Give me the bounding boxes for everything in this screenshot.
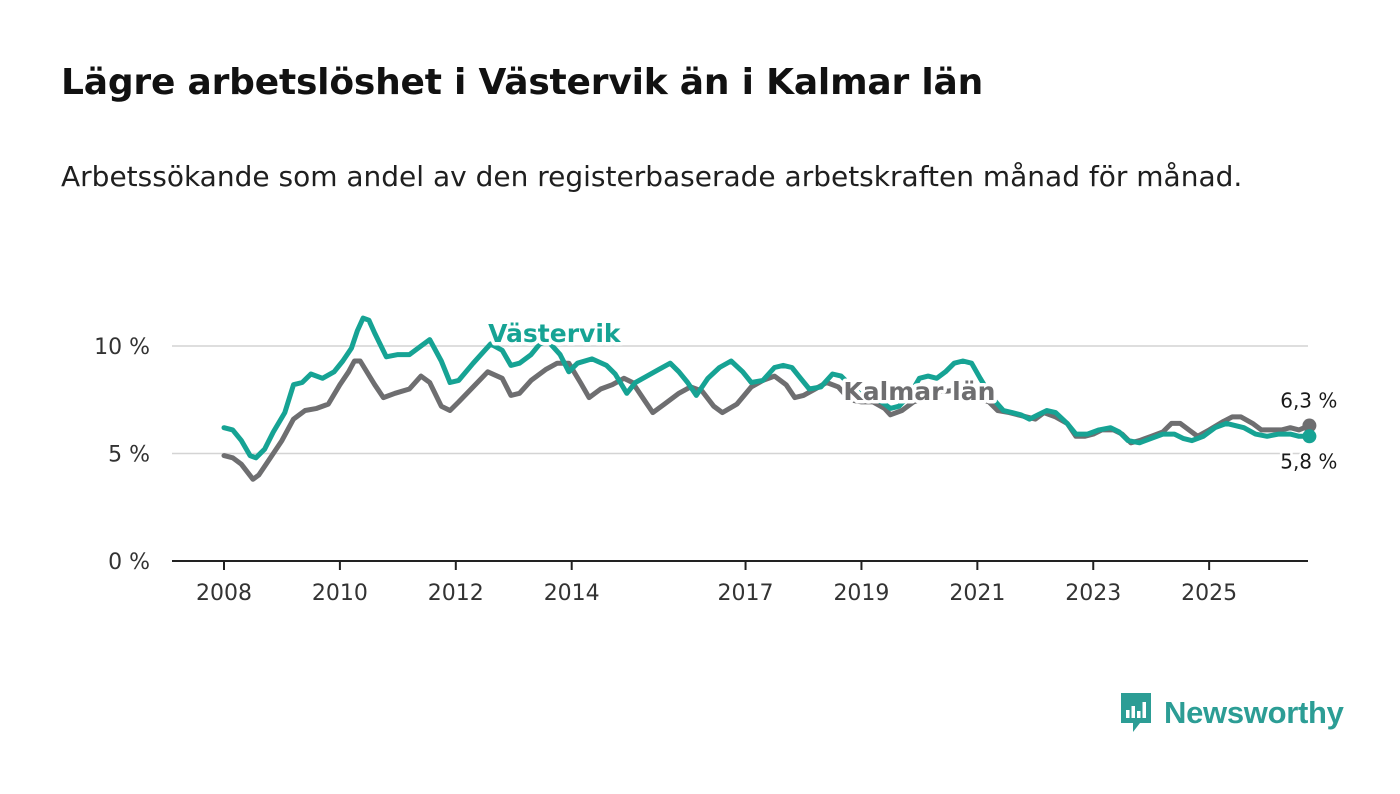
y-tick-label: 5 % — [108, 443, 150, 468]
y-tick-label: 0 % — [108, 550, 150, 575]
x-tick-label: 2014 — [544, 581, 600, 606]
end-value-label: 5,8 % — [1280, 449, 1337, 473]
newsworthy-logo[interactable]: Newsworthy — [1118, 690, 1344, 736]
x-tick-label: 2019 — [833, 581, 889, 606]
series-labels: Västervik Kalmar län 6,3 % 5,8 % — [485, 316, 1340, 476]
series-end-dot-kalmar-l-n — [1302, 418, 1317, 433]
x-tick-label: 2021 — [949, 581, 1005, 606]
newsworthy-logo-text: Newsworthy — [1164, 695, 1344, 730]
x-tick-label: 2010 — [312, 581, 368, 606]
x-tick-label: 2012 — [428, 581, 484, 606]
x-tick-label: 2008 — [196, 581, 252, 606]
x-tick-label: 2025 — [1181, 581, 1237, 606]
series-label: Västervik — [488, 319, 622, 348]
series-layer — [221, 315, 1317, 482]
x-tick-label: 2017 — [718, 581, 774, 606]
newsworthy-logo-icon — [1121, 693, 1151, 732]
end-value-label: 6,3 % — [1280, 389, 1337, 413]
y-axis-ticks: 0 % 5 % 10 % — [94, 335, 150, 575]
series-line-v-stervik — [221, 315, 1312, 461]
y-tick-label: 10 % — [94, 335, 150, 360]
grid-lines — [172, 345, 1308, 455]
chart-title: Lägre arbetslöshet i Västervik än i Kalm… — [61, 62, 984, 103]
chart-subtitle: Arbetssökande som andel av den registerb… — [61, 160, 1243, 193]
series-end-dot-v-stervik — [1302, 429, 1317, 444]
series-label: Kalmar län — [843, 377, 995, 406]
x-axis-ticks: 2008 2010 2012 2014 2017 2019 2021 2023 2025 — [196, 561, 1237, 606]
x-tick-label: 2023 — [1065, 581, 1121, 606]
